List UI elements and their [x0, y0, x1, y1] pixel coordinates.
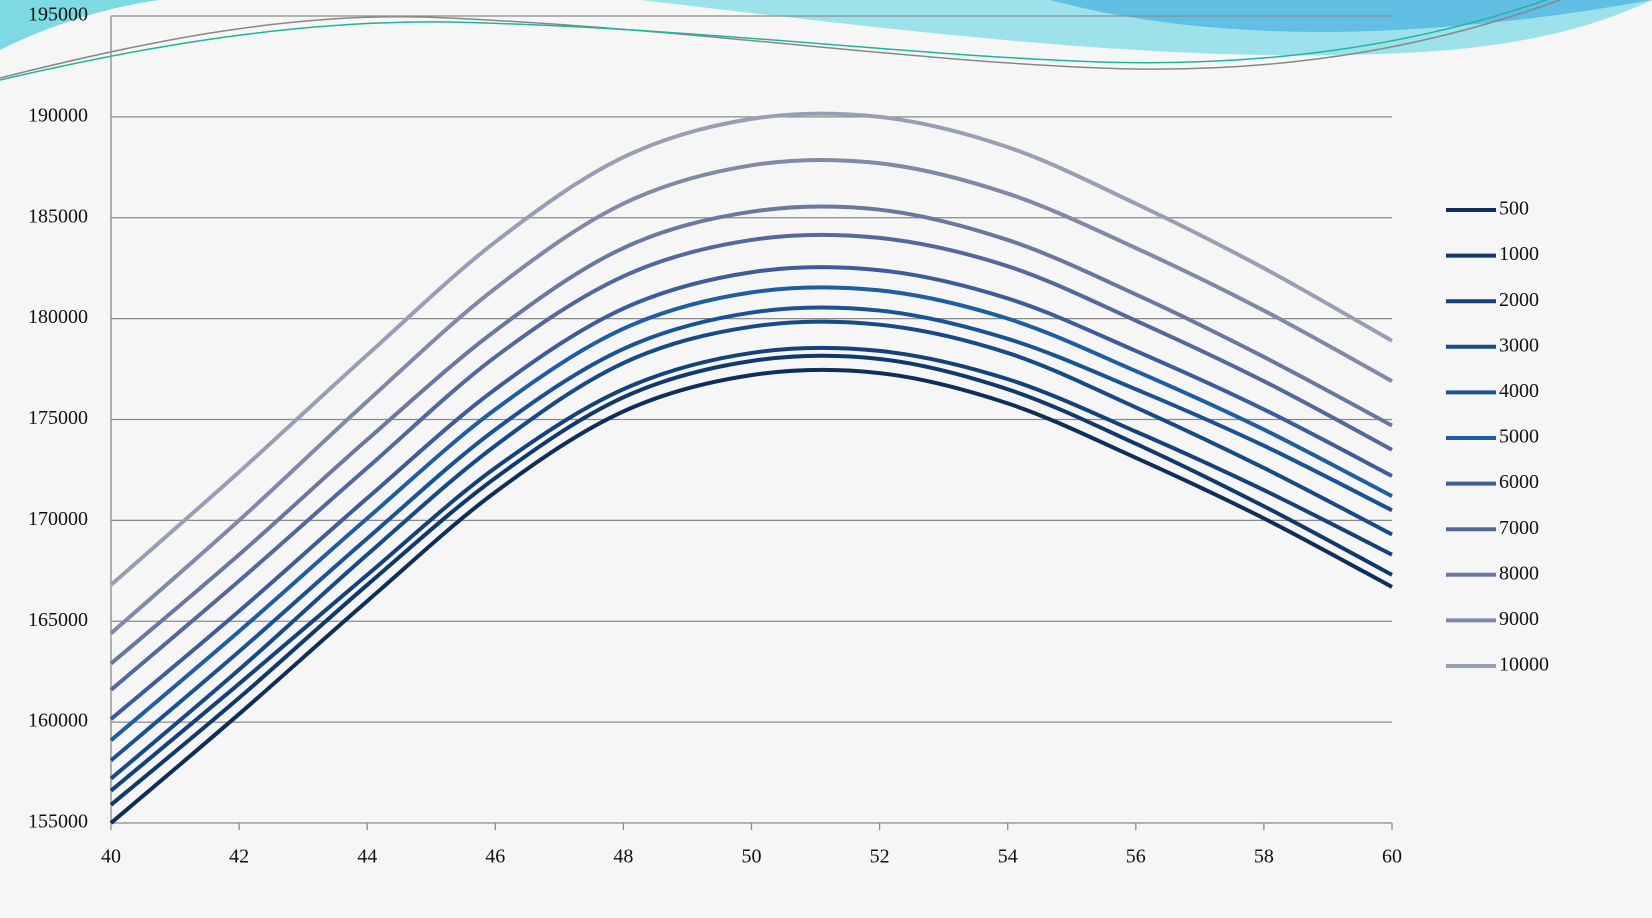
legend-label: 7000 [1499, 517, 1539, 539]
decoration [0, 0, 1652, 80]
legend-label: 3000 [1499, 334, 1539, 356]
x-tick-label: 56 [1126, 846, 1146, 868]
x-tick-label: 52 [870, 846, 890, 868]
y-tick-label: 190000 [28, 104, 88, 126]
y-tick-label: 165000 [28, 609, 88, 631]
y-tick-label: 185000 [28, 205, 88, 227]
y-tick-label: 170000 [28, 508, 88, 530]
legend-label: 1000 [1499, 243, 1539, 265]
series-line [111, 356, 1392, 805]
x-tick-label: 40 [101, 846, 121, 868]
legend-label: 6000 [1499, 471, 1539, 493]
legend-label: 8000 [1499, 562, 1539, 584]
legend-label: 500 [1499, 198, 1529, 220]
x-tick-label: 44 [357, 846, 377, 868]
x-tick-label: 46 [485, 846, 505, 868]
legend-label: 4000 [1499, 380, 1539, 402]
x-tick-label: 60 [1382, 846, 1402, 868]
y-tick-label: 175000 [28, 407, 88, 429]
x-tick-label: 48 [613, 846, 633, 868]
series-line [111, 267, 1392, 719]
x-tick-label: 54 [998, 846, 1018, 868]
x-tick-label: 50 [742, 846, 762, 868]
legend-label: 2000 [1499, 289, 1539, 311]
y-tick-label: 160000 [28, 710, 88, 732]
y-tick-label: 195000 [28, 4, 88, 26]
series-line [111, 322, 1392, 779]
series-line [111, 287, 1392, 740]
legend-label: 10000 [1499, 654, 1549, 676]
y-tick-label: 155000 [28, 811, 88, 833]
x-tick-label: 42 [229, 846, 249, 868]
legend-label: 5000 [1499, 426, 1539, 448]
y-tick-label: 180000 [28, 306, 88, 328]
series-line [111, 160, 1392, 633]
legend-label: 9000 [1499, 608, 1539, 630]
x-tick-label: 58 [1254, 846, 1274, 868]
chart: 155000 160000 165000 170000 175000 180000 1850… [0, 0, 1652, 918]
